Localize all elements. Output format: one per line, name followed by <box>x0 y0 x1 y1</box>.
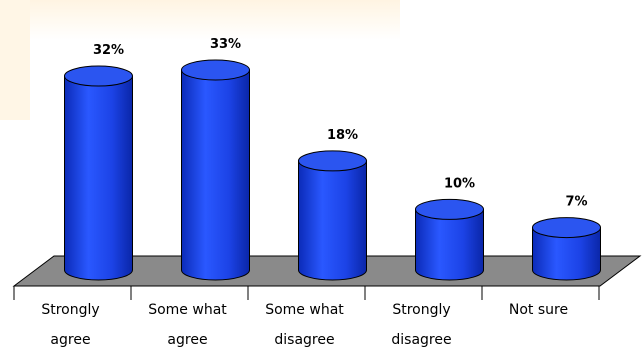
background-side-tint <box>0 0 30 120</box>
bar-4 <box>532 217 601 281</box>
category-label: disagree <box>391 332 451 348</box>
bar-body <box>298 160 367 281</box>
bar-top <box>181 59 250 81</box>
bar-2 <box>298 150 367 281</box>
data-label: 10% <box>444 176 475 191</box>
background-tint <box>0 0 400 40</box>
category-labels-layer: Strongly agree Some what agree Some what disa… <box>13 286 600 348</box>
bar-top <box>298 150 367 172</box>
data-label: 32% <box>93 43 124 58</box>
category-label: Some what <box>265 302 344 318</box>
category-label: disagree <box>274 332 334 348</box>
bar-body <box>181 69 250 281</box>
data-label: 18% <box>327 128 358 143</box>
category-label: Some what <box>148 302 227 318</box>
bar-body <box>64 75 133 281</box>
bar-top <box>532 217 601 239</box>
bar-0 <box>64 65 133 281</box>
category-label: Strongly <box>392 302 450 318</box>
data-label: 7% <box>565 195 587 210</box>
data-label: 33% <box>210 37 241 52</box>
bar-3 <box>415 198 484 281</box>
bar-1 <box>181 59 250 281</box>
category-label: Strongly <box>41 302 99 318</box>
category-label: Not sure <box>509 302 568 318</box>
bar-top <box>64 65 133 87</box>
bar-body <box>415 208 484 281</box>
category-label: agree <box>50 332 90 348</box>
bar-top <box>415 198 484 220</box>
data-labels-layer: 32% 33% 18% 10% 7% <box>93 37 588 210</box>
bars-layer <box>64 59 601 281</box>
category-label: agree <box>167 332 207 348</box>
bar-body <box>532 227 601 281</box>
